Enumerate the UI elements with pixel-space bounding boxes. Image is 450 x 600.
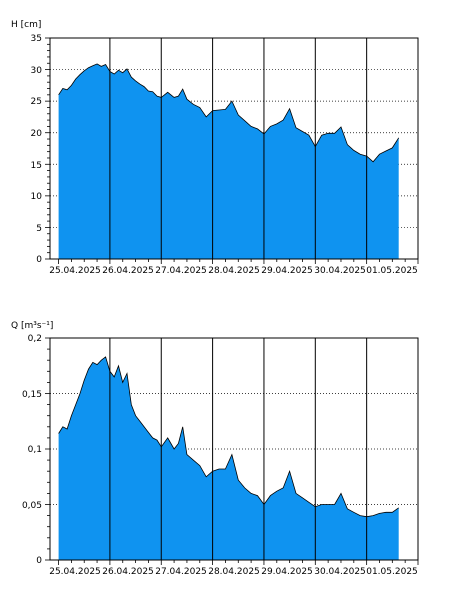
day-separator-lines	[109, 338, 368, 560]
x-tick-label: 29.04.2025	[261, 266, 313, 276]
y-tick-label: 0,15	[22, 390, 42, 400]
x-tick-label: 01.05.2025	[366, 266, 418, 276]
y-axis-title: Q [m³s⁻¹]	[11, 321, 53, 331]
x-tick-labels: 25.04.2025 26.04.2025 27.04.2025 28.04.2…	[49, 266, 418, 276]
x-tick-labels: 25.04.2025 26.04.2025 27.04.2025 28.04.2…	[49, 567, 418, 577]
y-axis-title: H [cm]	[11, 20, 41, 30]
x-tick-label: 27.04.2025	[155, 266, 207, 276]
series-area	[58, 356, 399, 560]
x-tick-label: 28.04.2025	[208, 266, 260, 276]
x-tick-label: 01.05.2025	[366, 567, 418, 577]
series-area	[58, 63, 399, 260]
x-tick-label: 26.04.2025	[102, 266, 154, 276]
y-tick-labels: 0 0,05 0,1 0,15 0,2	[22, 334, 42, 566]
x-tick-label: 30.04.2025	[314, 567, 366, 577]
y-tick-label: 0,1	[28, 445, 42, 455]
y-tick-labels: 0 5 10 15 20 25 30 35	[31, 34, 43, 265]
y-tick-label: 0,2	[28, 334, 42, 344]
plot-frame	[49, 37, 419, 260]
y-ticks	[45, 337, 50, 561]
x-ticks	[58, 560, 419, 565]
chart-water-level: H [cm] 0 5 10 15 20 25 30 35 25.04.2025 …	[11, 20, 419, 276]
y-tick-label: 35	[31, 34, 42, 44]
day-separator-lines	[109, 38, 368, 259]
x-tick-label: 25.04.2025	[49, 567, 101, 577]
y-tick-label: 20	[31, 129, 43, 139]
x-tick-label: 25.04.2025	[49, 266, 101, 276]
y-tick-label: 5	[36, 224, 42, 234]
x-tick-label: 28.04.2025	[208, 567, 260, 577]
y-tick-label: 10	[31, 192, 43, 202]
x-tick-label: 27.04.2025	[155, 567, 207, 577]
x-tick-label: 29.04.2025	[261, 567, 313, 577]
x-ticks	[58, 259, 419, 264]
y-tick-label: 0	[36, 556, 42, 566]
x-tick-label: 30.04.2025	[314, 266, 366, 276]
y-tick-label: 30	[31, 66, 43, 76]
y-tick-label: 0	[36, 255, 42, 265]
y-tick-label: 25	[31, 97, 42, 107]
y-tick-label: 0,05	[22, 501, 42, 511]
x-tick-label: 26.04.2025	[102, 567, 154, 577]
series-line	[58, 63, 400, 163]
chart-discharge: Q [m³s⁻¹] 0 0,05 0,1 0,15 0,2 25.04.2025…	[11, 321, 419, 577]
y-tick-label: 15	[31, 161, 42, 171]
series-line	[58, 356, 399, 518]
y-ticks	[45, 37, 50, 260]
